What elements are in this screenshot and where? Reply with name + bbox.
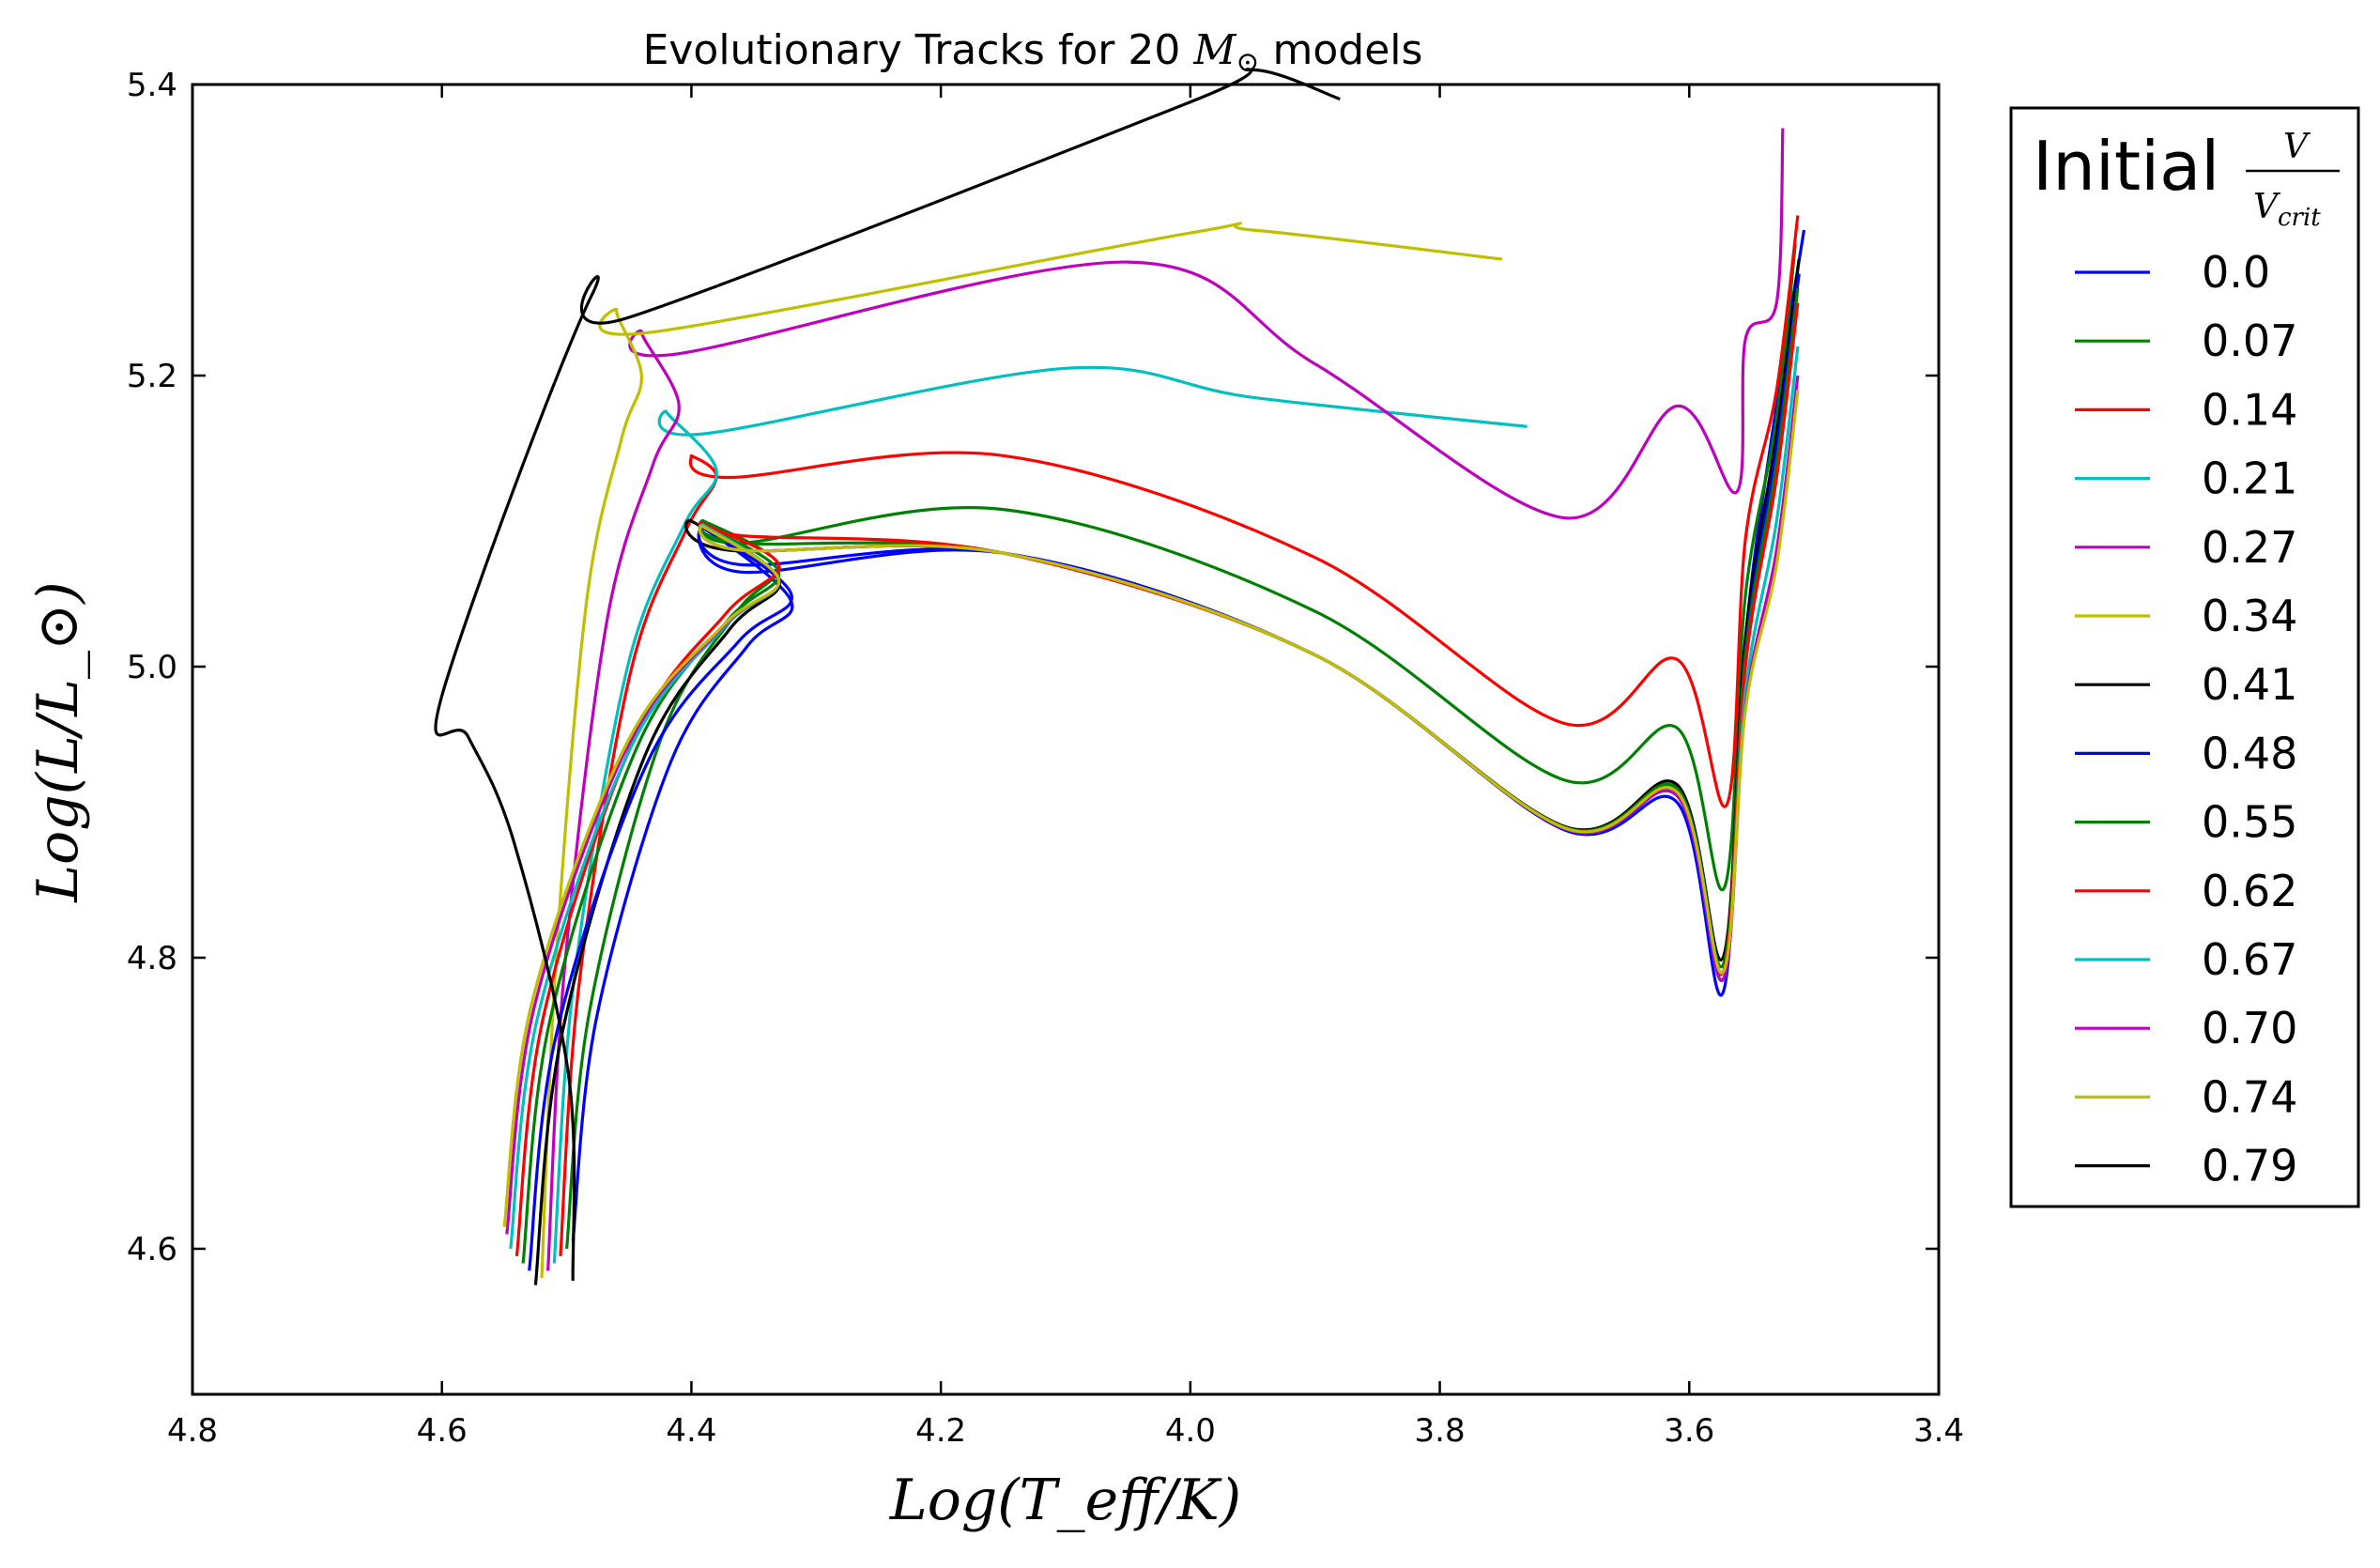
legend-title-numerator: V [2283, 128, 2311, 166]
plot-area [192, 85, 1939, 1394]
legend-title-word: Initial [2033, 127, 2219, 206]
x-tick-label: 4.4 [666, 1412, 716, 1450]
x-axis-ticks: 4.8 4.6 4.4 4.2 4.0 3.8 3.6 3.4 [167, 85, 1964, 1450]
x-tick-label: 4.6 [417, 1412, 468, 1450]
plot-frame [191, 83, 1941, 1396]
legend-entries: 0.0 0.07 0.14 0.21 0.27 0.34 0.41 0.48 0.55 0.62 0… [2075, 247, 2297, 1191]
track-line-0.14 [559, 215, 1800, 1256]
legend-label: 0.34 [2202, 591, 2297, 641]
track-line-0.34 [540, 222, 1503, 1279]
legend-label: 0.07 [2202, 315, 2297, 366]
x-tick-label: 4.2 [915, 1412, 966, 1450]
chart-title-prefix: Evolutionary Tracks for 20 [643, 26, 1194, 74]
legend-label: 0.21 [2202, 453, 2297, 504]
chart-title: Evolutionary Tracks for 20 M⊙ models [643, 26, 1423, 79]
legend-label: 0.0 [2202, 247, 2270, 298]
legend-label: 0.67 [2202, 934, 2297, 985]
track-line-0.79 [434, 68, 1341, 1282]
legend-label: 0.55 [2202, 797, 2297, 848]
y-tick-label: 4.8 [127, 940, 177, 977]
legend-title-denominator: Vcrit [2253, 188, 2321, 232]
x-tick-label: 3.6 [1664, 1412, 1714, 1450]
y-axis-label: Log(L/L_⊙) [25, 581, 91, 902]
chart-title-suffix: models [1260, 26, 1423, 74]
tracks-group [434, 68, 1806, 1285]
x-axis-label: Log(T_eff/K) [889, 1468, 1241, 1533]
x-tick-label: 3.8 [1415, 1412, 1466, 1450]
legend-title-den-sub: crit [2278, 204, 2321, 232]
legend-label: 0.70 [2202, 1003, 2297, 1053]
y-axis-ticks: 4.6 4.8 5.0 5.2 5.4 [127, 67, 1939, 1268]
y-tick-label: 4.6 [127, 1231, 177, 1268]
track-line-0.74 [502, 390, 1800, 1227]
legend-label: 0.48 [2202, 728, 2297, 778]
legend-label: 0.79 [2202, 1141, 2297, 1191]
chart-title-math: M [1192, 26, 1236, 74]
legend-label: 0.27 [2202, 522, 2297, 573]
x-tick-label: 4.8 [167, 1412, 218, 1450]
x-tick-label: 4.0 [1165, 1412, 1216, 1450]
track-line-0.27 [546, 128, 1785, 1271]
legend-label: 0.62 [2202, 866, 2297, 916]
legend-box [2009, 106, 2360, 1208]
legend-label: 0.74 [2202, 1071, 2297, 1122]
legend-label: 0.41 [2202, 659, 2297, 710]
y-tick-label: 5.4 [127, 67, 177, 104]
x-tick-label: 3.4 [1913, 1412, 1964, 1450]
y-tick-label: 5.2 [127, 358, 177, 395]
legend-label: 0.14 [2202, 384, 2297, 435]
legend: Initial V Vcrit 0.00.070.140.210.270.340… [2009, 106, 2360, 1208]
y-tick-label: 5.0 [127, 649, 177, 686]
legend-title-den-main: V [2253, 188, 2281, 226]
